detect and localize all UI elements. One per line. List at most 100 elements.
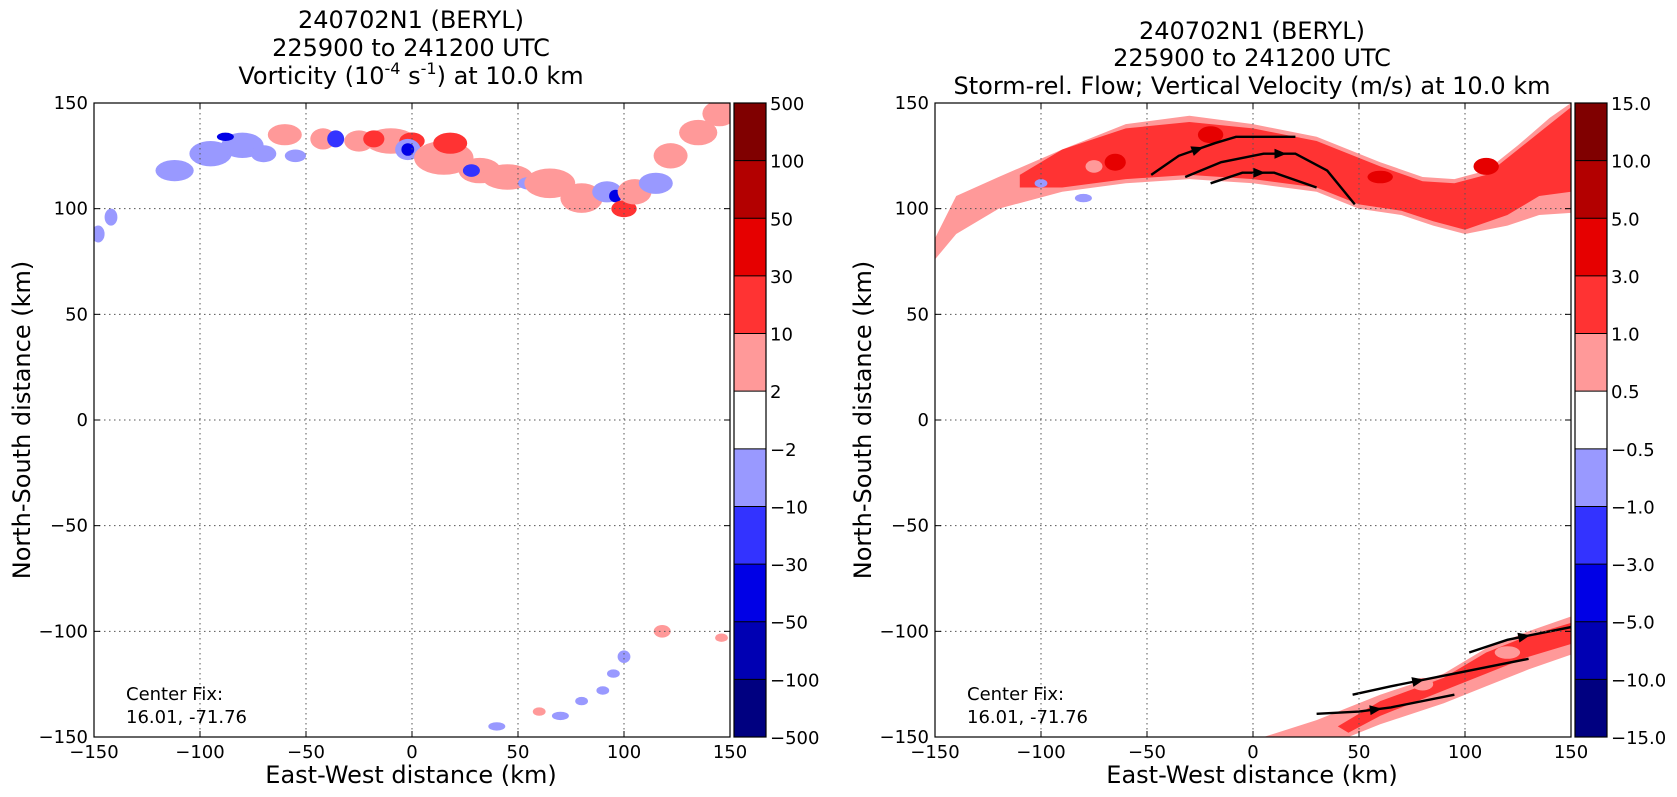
colorbar-tick-label: 100 — [770, 152, 804, 173]
panel-title-line-1: 240702N1 (BERYL) — [298, 6, 524, 34]
field-band — [1337, 622, 1571, 733]
panel-title-line-1: 240702N1 (BERYL) — [1139, 17, 1365, 45]
colorbar-tick-label: 10 — [770, 325, 793, 346]
field-blob — [250, 145, 277, 163]
colorbar-tick-label: −2 — [770, 440, 797, 461]
field-blob — [267, 124, 302, 146]
y-tick-label: 50 — [906, 304, 929, 325]
title-part-mid: s — [400, 62, 420, 90]
vorticity-panel: 240702N1 (BERYL) 225900 to 241200 UTC Vo… — [8, 6, 819, 789]
field-blob — [462, 164, 480, 177]
field-blob — [327, 130, 345, 148]
field-blob — [284, 149, 306, 163]
x-tick-label: 0 — [406, 742, 417, 763]
colorbar-swatch — [1575, 275, 1607, 335]
colorbar-swatch — [1575, 564, 1607, 623]
y-axis-label: North-South distance (km) — [8, 261, 36, 580]
field-blob — [715, 633, 728, 642]
colorbar-swatch — [734, 391, 766, 450]
field-blob — [1085, 160, 1103, 173]
y-tick-label: −100 — [39, 621, 88, 642]
colorbar-tick-label: −0.5 — [1611, 440, 1655, 461]
colorbar-swatch — [1575, 621, 1607, 680]
field-blob — [401, 143, 415, 156]
field-blob — [653, 143, 688, 169]
colorbar-tick-label: 500 — [770, 94, 804, 115]
y-tick-label: −150 — [880, 727, 929, 748]
y-tick-label: −150 — [39, 727, 88, 748]
colorbar-swatch — [1575, 506, 1607, 565]
center-fix-coordinates: 16.01, -71.76 — [126, 707, 247, 728]
colorbar-tick-label: 30 — [770, 267, 793, 288]
colorbar: 500 100 50 30 10 2 −2 −10 −30 −50 −100 −500 — [733, 94, 819, 749]
panel-title-line-3: Vorticity (10-4 s-1) at 10.0 km — [238, 59, 583, 90]
panel-title-line-2: 225900 to 241200 UTC — [1113, 44, 1391, 72]
field-blob — [104, 208, 118, 226]
colorbar-tick-label: 5.0 — [1611, 209, 1640, 230]
x-axis-label: East-West distance (km) — [1106, 761, 1397, 789]
x-axis-label: East-West distance (km) — [265, 761, 556, 789]
field-blob — [1104, 153, 1126, 171]
field-blob — [1197, 126, 1224, 144]
field-layer — [94, 103, 730, 731]
colorbar-tick-label: −30 — [770, 555, 808, 576]
grid — [935, 103, 1571, 737]
colorbar-swatch — [734, 621, 766, 680]
colorbar: 15.0 10.0 5.0 3.0 1.0 0.5 −0.5 −1.0 −3.0 −5.0 −10.… — [1574, 94, 1666, 749]
field-band — [1263, 616, 1571, 737]
y-tick-label: −100 — [880, 621, 929, 642]
y-tick-label: 100 — [54, 199, 88, 220]
streamline-arrowhead — [1253, 167, 1266, 178]
colorbar-tick-label: −500 — [770, 728, 819, 749]
title-superscript-1: -4 — [385, 59, 401, 78]
x-tick-label: −150 — [910, 742, 959, 763]
panel-title-line-2: 225900 to 241200 UTC — [272, 34, 550, 62]
colorbar-swatch — [1575, 333, 1607, 392]
colorbar-tick-label: −50 — [770, 613, 808, 634]
center-fix-label: Center Fix: — [967, 684, 1064, 705]
plot-area: −150 −100 −50 0 50 100 150 −150 −100 −50 0 50 100 150 — [880, 93, 1589, 763]
colorbar-tick-label: 0.5 — [1611, 382, 1640, 403]
colorbar-tick-label: −10 — [770, 498, 808, 519]
center-fix-coordinates: 16.01, -71.76 — [967, 707, 1088, 728]
colorbar-tick-label: −1.0 — [1611, 498, 1655, 519]
streamline-arrowhead — [1190, 146, 1204, 156]
colorbar-tick-label: 3.0 — [1611, 267, 1640, 288]
field-blob — [1074, 193, 1092, 203]
y-tick-label: 150 — [895, 93, 929, 114]
title-superscript-2: -1 — [421, 59, 437, 78]
vertical-velocity-panel: 240702N1 (BERYL) 225900 to 241200 UTC St… — [849, 17, 1666, 789]
x-tick-label: −100 — [1016, 742, 1065, 763]
x-tick-label: −50 — [287, 742, 325, 763]
field-blob — [216, 132, 234, 141]
field-band — [1019, 107, 1571, 230]
title-part-post: ) at 10.0 km — [437, 62, 584, 90]
y-axis-label: North-South distance (km) — [849, 261, 877, 580]
colorbar-swatch — [734, 506, 766, 565]
streamline-arrowhead — [1274, 148, 1287, 159]
y-tick-label: −50 — [891, 516, 929, 537]
colorbar-tick-label: 15.0 — [1611, 94, 1651, 115]
x-tick-label: 150 — [1554, 742, 1588, 763]
x-tick-label: −100 — [175, 742, 224, 763]
x-tick-label: −50 — [1128, 742, 1166, 763]
field-blob — [653, 625, 671, 638]
y-tick-label: 0 — [918, 410, 929, 431]
streamline-arrowhead — [1517, 632, 1531, 643]
colorbar-swatch — [1575, 679, 1607, 738]
field-blob — [189, 141, 232, 167]
y-tick-label: 150 — [54, 93, 88, 114]
y-tick-label: 50 — [65, 304, 88, 325]
colorbar-tick-label: −5.0 — [1611, 613, 1655, 634]
panel-title-line-3: Storm-rel. Flow; Vertical Velocity (m/s)… — [954, 72, 1551, 100]
colorbar-swatch — [734, 218, 766, 277]
y-tick-label: 100 — [895, 199, 929, 220]
x-tick-label: 150 — [713, 742, 747, 763]
x-tick-label: 50 — [1348, 742, 1371, 763]
colorbar-tick-label: −3.0 — [1611, 555, 1655, 576]
colorbar-tick-label: 10.0 — [1611, 152, 1651, 173]
field-blob — [532, 707, 546, 716]
field-blob — [551, 711, 569, 721]
y-tick-label: 0 — [77, 410, 88, 431]
